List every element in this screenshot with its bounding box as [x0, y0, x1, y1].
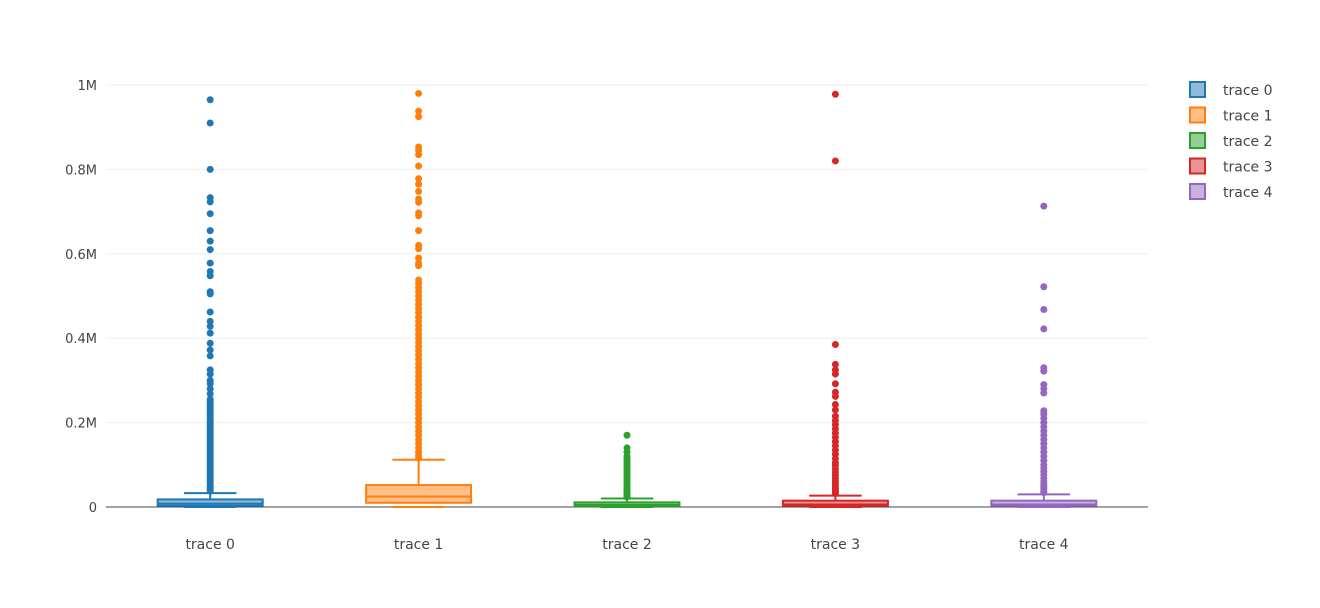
legend-label: trace 3	[1223, 160, 1273, 176]
outlier-point	[415, 89, 423, 97]
legend-item-trace-4[interactable]: trace 4	[1189, 183, 1273, 201]
box-body	[156, 498, 264, 507]
outlier-point	[206, 210, 214, 218]
outlier-point	[206, 119, 214, 127]
legend-item-trace-2[interactable]: trace 2	[1189, 132, 1273, 150]
boxes	[156, 89, 1098, 508]
outlier-point	[206, 370, 214, 378]
outlier-point	[415, 180, 423, 188]
outlier-point	[1040, 202, 1048, 210]
outlier-point	[1040, 367, 1048, 375]
outlier-point	[831, 392, 839, 400]
legend-label: trace 1	[1223, 109, 1273, 125]
box-trace-2[interactable]	[573, 431, 681, 508]
outlier-point	[831, 400, 839, 408]
legend-item-trace-1[interactable]: trace 1	[1189, 106, 1273, 125]
outlier-point	[415, 113, 423, 121]
box-trace-3[interactable]	[781, 90, 889, 508]
outlier-point	[206, 390, 214, 398]
outlier-point	[831, 157, 839, 165]
legend-label: trace 4	[1223, 185, 1273, 201]
outlier-point	[1040, 325, 1048, 333]
legend-label: trace 0	[1223, 83, 1273, 99]
outlier-point	[1040, 283, 1048, 291]
legend: trace 0 trace 1 trace 2 trace 3 trace 4	[1189, 81, 1273, 201]
box-trace-1[interactable]	[365, 89, 473, 508]
outlier-point	[415, 175, 423, 183]
outlier-point	[415, 162, 423, 170]
outlier-point	[415, 262, 423, 270]
x-tick-label: trace 4	[1019, 537, 1069, 553]
outlier-point	[415, 254, 423, 262]
outlier-point	[831, 90, 839, 98]
outlier-point	[415, 151, 423, 159]
y-tick-label: 0.6M	[65, 248, 97, 263]
x-tick-label: trace 3	[811, 537, 861, 553]
outlier-point	[206, 96, 214, 104]
box-body	[990, 499, 1098, 507]
outlier-point	[206, 198, 214, 206]
legend-label: trace 2	[1223, 134, 1273, 150]
outlier-point	[206, 339, 214, 347]
outlier-point	[206, 237, 214, 245]
legend-swatch	[1189, 132, 1206, 149]
outlier-point	[206, 227, 214, 235]
outlier-point	[831, 341, 839, 349]
outlier-point	[206, 385, 214, 393]
outlier-point	[1040, 389, 1048, 397]
y-tick-label: 0.4M	[65, 332, 97, 347]
y-tick-label: 0.2M	[65, 417, 97, 432]
x-tick-label: trace 1	[394, 537, 444, 553]
x-axis: trace 0 trace 1 trace 2 trace 3 trace 4	[185, 537, 1068, 553]
outlier-point	[415, 187, 423, 195]
gridlines	[106, 84, 1148, 508]
outlier-point	[1040, 306, 1048, 314]
y-tick-label: 0	[89, 501, 97, 516]
outlier-point	[206, 246, 214, 254]
outlier-point	[623, 431, 631, 439]
outlier-point	[415, 198, 423, 206]
box-trace-4[interactable]	[990, 202, 1098, 508]
outlier-point	[415, 227, 423, 235]
outlier-point	[206, 322, 214, 330]
y-axis: 0 0.2M 0.4M 0.6M 0.8M 1M	[65, 79, 97, 516]
legend-swatch	[1189, 157, 1206, 175]
box-body	[781, 499, 889, 507]
outlier-point	[831, 370, 839, 378]
x-tick-label: trace 0	[185, 537, 235, 553]
outlier-point	[206, 352, 214, 360]
box-body	[365, 484, 473, 504]
legend-swatch	[1189, 106, 1206, 124]
outlier-point	[831, 380, 839, 388]
x-tick-label: trace 2	[602, 537, 652, 553]
legend-item-trace-3[interactable]: trace 3	[1189, 157, 1273, 176]
outlier-point	[206, 380, 214, 388]
y-tick-label: 1M	[78, 79, 98, 94]
outlier-point	[206, 329, 214, 337]
outlier-point	[206, 272, 214, 280]
outlier-point	[415, 107, 423, 115]
outlier-point	[206, 259, 214, 267]
box-trace-0[interactable]	[156, 96, 264, 508]
outlier-point	[831, 406, 839, 414]
outlier-point	[206, 165, 214, 173]
legend-item-trace-0[interactable]: trace 0	[1189, 81, 1273, 99]
legend-swatch	[1189, 183, 1206, 200]
legend-swatch	[1189, 81, 1206, 98]
outlier-point	[206, 346, 214, 354]
outlier-point	[415, 245, 423, 253]
outlier-point	[206, 317, 214, 325]
outlier-point	[206, 290, 214, 298]
outlier-point	[415, 212, 423, 220]
y-tick-label: 0.8M	[65, 163, 97, 178]
outlier-point	[206, 308, 214, 316]
outlier-point	[831, 360, 839, 368]
